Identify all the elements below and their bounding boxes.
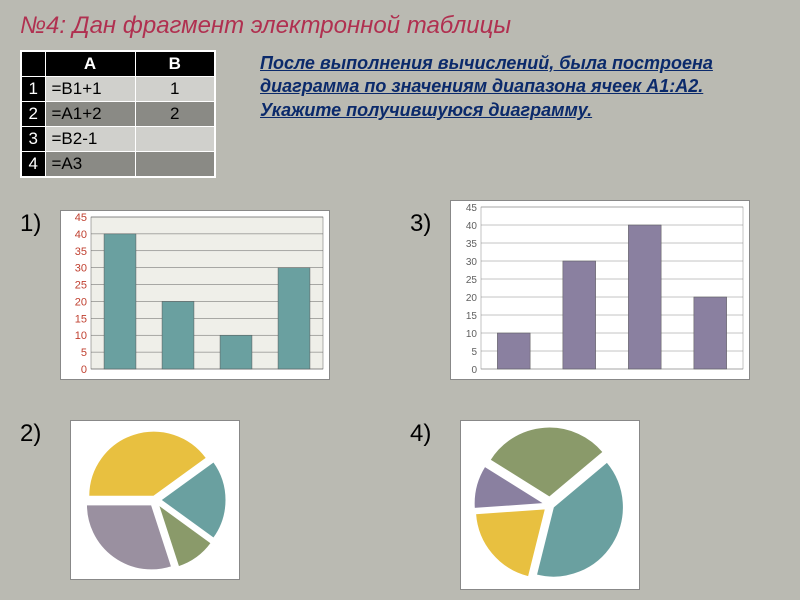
option-label-4: 4)	[410, 420, 431, 448]
cell-b4	[135, 152, 215, 178]
bar-chart-3: 0 5 10 15 20 25 30 35 40 45	[450, 200, 750, 380]
svg-text:15: 15	[75, 313, 87, 325]
row-header: 3	[21, 127, 45, 152]
svg-text:30: 30	[466, 257, 478, 268]
cell-b1: 1	[135, 77, 215, 102]
row-header: 2	[21, 102, 45, 127]
svg-text:0: 0	[471, 365, 477, 376]
task-description: После выполнения вычислений, была постро…	[260, 52, 760, 122]
spreadsheet-table: A B 1 =В1+1 1 2 =А1+2 2 3 =В2-1 4 =А3	[20, 50, 216, 178]
svg-text:35: 35	[75, 246, 87, 258]
svg-text:5: 5	[471, 347, 477, 358]
svg-text:35: 35	[466, 239, 478, 250]
cell-a2: =А1+2	[45, 102, 135, 127]
svg-text:0: 0	[81, 364, 87, 376]
option-label-3: 3)	[410, 210, 431, 238]
svg-text:45: 45	[75, 212, 87, 224]
svg-text:25: 25	[75, 280, 87, 292]
pie-chart-2	[70, 420, 240, 580]
svg-text:15: 15	[466, 311, 478, 322]
option-label-1: 1)	[20, 210, 41, 238]
cell-a1: =В1+1	[45, 77, 135, 102]
page-title: №4: Дан фрагмент электронной таблицы	[20, 12, 511, 40]
svg-text:5: 5	[81, 347, 87, 359]
col-header-a: A	[45, 51, 135, 77]
pie-chart-4	[460, 420, 640, 590]
svg-text:40: 40	[75, 229, 87, 241]
svg-text:20: 20	[75, 296, 87, 308]
row-header: 4	[21, 152, 45, 178]
cell-a3: =В2-1	[45, 127, 135, 152]
bar-chart-1: 0 5 10 15 20 25 30 35 40 45	[60, 210, 330, 380]
cell-b3	[135, 127, 215, 152]
option-label-2: 2)	[20, 420, 41, 448]
cell-b2: 2	[135, 102, 215, 127]
col-header-b: B	[135, 51, 215, 77]
svg-text:45: 45	[466, 203, 478, 214]
svg-text:40: 40	[466, 221, 478, 232]
svg-text:10: 10	[466, 329, 478, 340]
corner-header	[21, 51, 45, 77]
svg-text:30: 30	[75, 263, 87, 275]
svg-text:25: 25	[466, 275, 478, 286]
row-header: 1	[21, 77, 45, 102]
svg-text:10: 10	[75, 330, 87, 342]
svg-text:20: 20	[466, 293, 478, 304]
cell-a4: =А3	[45, 152, 135, 178]
